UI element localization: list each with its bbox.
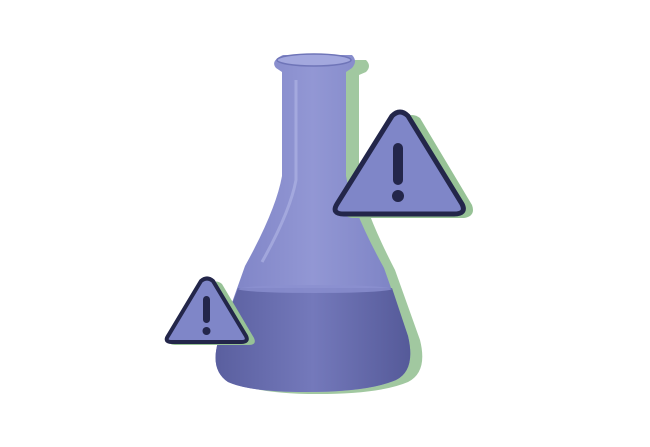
warning-icon [164,276,255,345]
flask-liquid [215,288,411,392]
exclamation-bar [393,143,403,185]
exclamation-dot [392,190,404,202]
flask-icon [215,53,423,394]
flask-rim [276,53,352,67]
warning-icon [332,109,473,218]
flask-highlight [260,80,298,263]
exclamation-dot [202,327,211,335]
flask-liquid-surface [238,285,392,293]
exclamation-bar [203,296,210,323]
